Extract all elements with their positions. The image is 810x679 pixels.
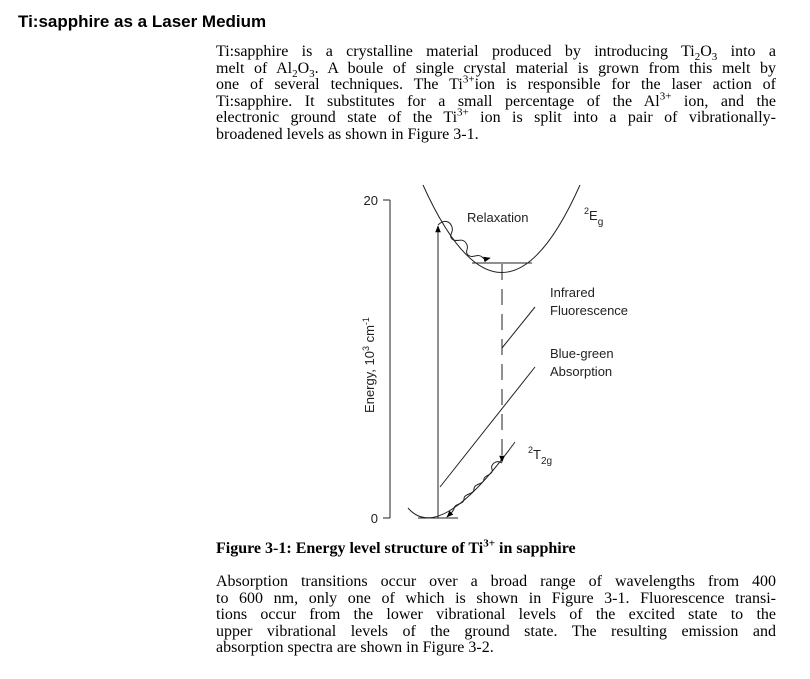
text-run: O (700, 43, 712, 60)
text-run: electronic ground state of the Ti (216, 109, 458, 127)
y-tick-label-0: 0 (371, 511, 378, 526)
subscript: 2 (292, 67, 298, 80)
upper-state-label: 2Eg (584, 206, 603, 228)
upper-state-curve (422, 184, 581, 273)
absorption-label-line2: Absorption (550, 364, 612, 379)
text-run: Absorption transitions occur over a broa… (216, 573, 776, 590)
text-run: Ti:sapphire. It substitutes for a small … (216, 92, 660, 110)
text-run: ion, and the (671, 92, 776, 110)
text-run: to 600 nm, only one of which is shown in… (216, 589, 776, 607)
infrared-label-line2: Fluorescence (550, 303, 628, 318)
text-line: tions occur from the lower vibrational l… (216, 606, 776, 624)
text-run: one of several techniques. The Ti (216, 76, 463, 94)
text-run: upper vibrational levels of the ground s… (216, 622, 776, 640)
y-axis-label: Energy, 103 cm-1 (361, 317, 377, 413)
body-paragraph: Absorption transitions occur over a broa… (216, 573, 776, 657)
text-run: absorption spectra are shown in Figure 3… (216, 639, 494, 657)
text-line: upper vibrational levels of the ground s… (216, 622, 776, 641)
subscript: 3 (711, 51, 718, 64)
infrared-pointer-line (501, 306, 536, 349)
text-line: to 600 nm, only one of which is shown in… (216, 589, 776, 608)
text-run: ion is responsible for the laser action … (474, 76, 776, 94)
y-tick-label-20: 20 (364, 193, 378, 208)
text-run: into a (717, 43, 777, 60)
lower-relaxation-wavy-arrow (446, 461, 503, 518)
infrared-label-line1: Infrared (550, 285, 595, 300)
figure-caption: Figure 3-1: Energy level structure of Ti… (216, 537, 576, 558)
relaxation-wavy-arrow (437, 220, 491, 263)
absorption-pointer-line (439, 366, 536, 488)
text-run: O (297, 59, 310, 77)
superscript: 3+ (659, 90, 672, 103)
text-run: ion is split into a pair of vibrationall… (468, 109, 776, 127)
text-line: electronic ground state of the Ti3+ ion … (216, 107, 776, 127)
text-run: in sapphire (495, 540, 576, 557)
page-title: Ti:sapphire as a Laser Medium (18, 12, 267, 31)
subscript: 3 (309, 67, 315, 80)
lower-state-label: 2T2g (528, 445, 552, 467)
lower-state-curve (407, 441, 516, 519)
subscript: 2 (694, 51, 701, 64)
text-run: tions occur from the lower vibrational l… (216, 606, 776, 624)
text-run: . A boule of single crystal material is … (314, 59, 777, 77)
superscript: 3+ (462, 73, 475, 86)
text-run: broadened levels as shown in Figure 3-1. (216, 125, 479, 143)
text-line: broadened levels as shown in Figure 3-1. (216, 125, 776, 144)
text-line: Ti:sapphire is a crystalline material pr… (216, 43, 777, 64)
text-line: Ti:sapphire. It substitutes for a small … (216, 91, 776, 111)
text-run: Ti:sapphire is a crystalline material pr… (216, 43, 695, 60)
superscript: 3+ (457, 107, 469, 120)
absorption-label-line1: Blue-green (550, 346, 614, 361)
text-run: melt of Al (216, 59, 293, 77)
text-line: melt of Al2O3. A boule of single crystal… (216, 59, 777, 80)
relaxation-label: Relaxation (467, 210, 528, 225)
intro-paragraph: Ti:sapphire is a crystalline material pr… (216, 43, 777, 144)
superscript: 3+ (483, 537, 495, 550)
text-run: Figure 3-1: Energy level structure of Ti (216, 540, 484, 557)
text-line: absorption spectra are shown in Figure 3… (216, 640, 776, 657)
text-line: one of several techniques. The Ti3+ion i… (216, 73, 776, 94)
text-line: Absorption transitions occur over a broa… (216, 573, 776, 591)
